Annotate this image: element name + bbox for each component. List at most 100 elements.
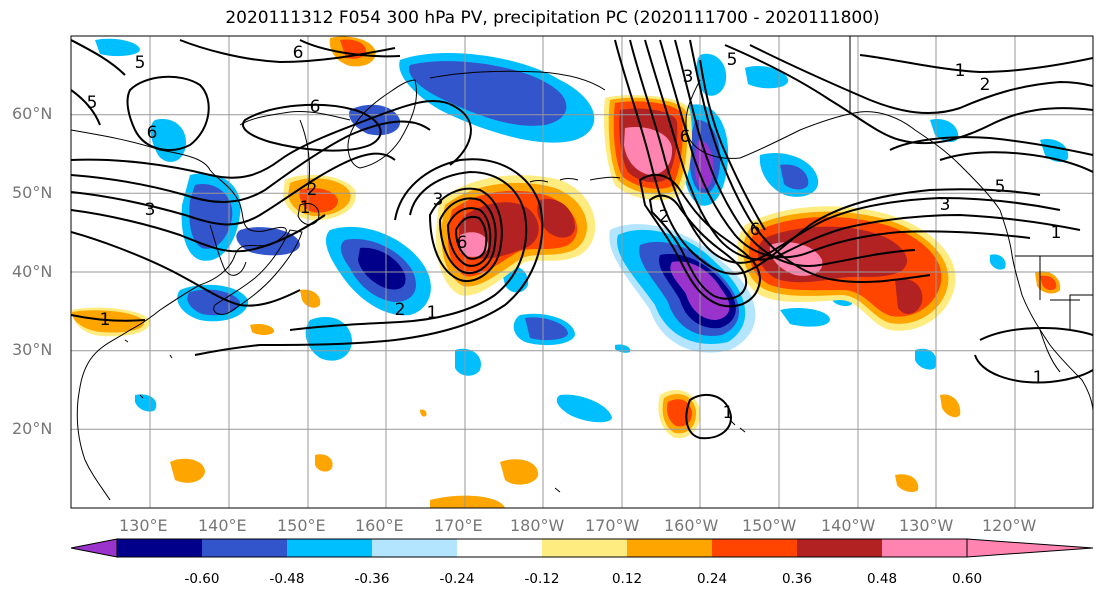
alaska-coastline: [685, 79, 1001, 211]
pv-contour: [71, 99, 472, 179]
precip-positive-blob: [170, 458, 205, 483]
precip-positive-blob: [895, 278, 923, 314]
siberia-coastline: [239, 111, 351, 126]
pv-contour-label: 2: [395, 300, 406, 320]
pv-contour: [889, 136, 1093, 156]
colorbar-tick-label: -0.12: [524, 571, 560, 587]
pv-contour: [71, 152, 396, 226]
pv-contour: [454, 215, 488, 260]
precip-negative-blob: [358, 247, 406, 290]
lat-label: 20°N: [12, 419, 53, 438]
colorbar-outline: [116, 538, 968, 558]
precip-negative-blob: [915, 348, 937, 370]
chukotka-coastline: [429, 70, 606, 91]
colorbar-bin: [797, 539, 882, 557]
precip-negative-blob: [780, 164, 809, 190]
colorbar: [70, 538, 1094, 558]
pacific-islands: [124, 339, 561, 493]
pv-contour-label: 6: [147, 123, 158, 143]
pv-contour-label: 3: [940, 195, 951, 215]
colorbar-extend-min: [70, 538, 118, 558]
pv-contour: [724, 44, 1093, 145]
lon-label: 160°W: [664, 516, 719, 535]
pv-contour-label: 5: [727, 50, 738, 70]
pv-contour: [438, 197, 497, 274]
colorbar-bin: [372, 539, 457, 557]
canada-border: [849, 36, 1093, 112]
precip-negative-blob: [525, 317, 568, 341]
pv-contour: [674, 39, 916, 267]
lon-label: 170°W: [585, 516, 640, 535]
colorbar-bin: [882, 539, 967, 557]
pv-contour: [242, 103, 382, 152]
pv-contour-label: 1: [300, 198, 311, 218]
lat-label: 50°N: [12, 183, 53, 202]
lat-label: 60°N: [12, 104, 53, 123]
pv-contour: [648, 194, 748, 300]
precip-negative-blob: [780, 308, 830, 327]
pv-contour: [699, 59, 766, 231]
precip-positive-blob: [769, 242, 823, 276]
colorbar-tick-label: -0.60: [184, 571, 220, 587]
pv-contour-label: 3: [433, 190, 444, 210]
pv-contour: [689, 39, 931, 284]
colorbar-extend-max: [966, 538, 1094, 558]
precip-positive-blob: [250, 323, 275, 335]
pv-contour-label: 1: [1033, 368, 1044, 388]
pv-contour-label: 1: [427, 303, 438, 323]
lon-label: 140°W: [821, 516, 876, 535]
lon-label: 130°W: [899, 516, 954, 535]
pv-contour-label: 5: [87, 93, 98, 113]
coastlines: [71, 36, 1093, 501]
precip-negative-blob: [455, 348, 481, 376]
pv-contour-label: 1: [100, 310, 111, 330]
pv-contour: [638, 173, 762, 308]
colorbar-tick-label: 0.36: [781, 571, 813, 587]
pv-contour-label: 5: [135, 53, 146, 73]
precip-negative-blob: [990, 254, 1006, 270]
colorbar-tick-label: -0.36: [354, 571, 390, 587]
lat-label: 30°N: [12, 340, 53, 359]
pv-contour: [71, 89, 101, 126]
asia-coastline: [71, 129, 287, 501]
pv-contour-label: 2: [307, 180, 318, 200]
pv-contour-label: 6: [680, 127, 691, 147]
pv-contour-label: 6: [750, 220, 761, 240]
map-frame: [70, 35, 1094, 509]
pv-contour: [685, 393, 732, 440]
pv-contour-label: 6: [457, 233, 468, 253]
precip-negative-blob: [1040, 139, 1069, 162]
colorbar-bin: [457, 539, 542, 557]
pv-contour-label: 3: [683, 67, 694, 87]
pv-contour-label: 1: [955, 61, 966, 81]
pv-contour: [859, 54, 1093, 74]
precip-positive-blob: [430, 495, 505, 508]
baja-coastline: [1039, 329, 1061, 373]
precip-positive-blob: [537, 199, 575, 238]
precip-negative-blob: [930, 119, 959, 142]
aleutian-islands: [529, 176, 621, 183]
precip-positive-blob: [299, 188, 338, 213]
pv-contour-label: 2: [980, 75, 991, 95]
graticule: [71, 36, 1093, 508]
precip-positive-blob: [315, 454, 333, 472]
pv-contour: [446, 207, 492, 267]
japan-coastline: [213, 229, 303, 315]
pv-contour: [749, 44, 1093, 114]
pv-contour: [614, 39, 1041, 275]
colorbar-tick-label: 0.12: [611, 571, 643, 587]
colorbar-bin: [202, 539, 287, 557]
pv-contour: [974, 354, 1093, 384]
pv-contour: [289, 170, 528, 331]
precip-positive-blob: [300, 289, 321, 308]
pv-contour: [71, 39, 126, 76]
colorbar-bin: [627, 539, 712, 557]
colorbar-bin: [712, 539, 797, 557]
pv-contour: [939, 151, 1093, 173]
pv-contours: [71, 39, 1093, 440]
precip-negative-blob: [135, 394, 157, 412]
pv-contour-label-group: 5 6 6 6 5 3 2 1 3 6 2 1 3 5 6 2 1 2 1 6 …: [87, 43, 1062, 423]
lat-label: 40°N: [12, 262, 53, 281]
pv-contour-label: 1: [723, 403, 734, 423]
